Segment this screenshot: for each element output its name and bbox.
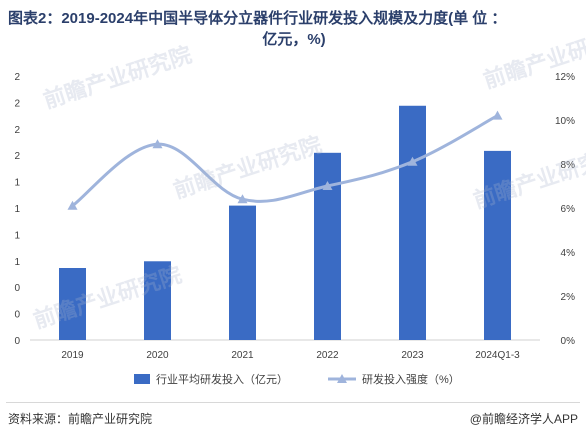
chart-title: 图表2：2019-2024年中国半导体分立器件行业研发投入规模及力度(单 位 ：… [8, 8, 580, 50]
x-axis-tick-label: 2023 [401, 350, 424, 361]
left-axis-tick-label: 2 [14, 151, 20, 162]
bar [229, 205, 256, 340]
x-axis-tick-label: 2019 [61, 350, 84, 361]
bar [484, 150, 511, 340]
left-axis-tick-label: 1 [14, 204, 20, 215]
legend-label-line: 研发投入强度（%） [362, 372, 460, 386]
bar [399, 105, 426, 340]
left-axis-tick-label: 0 [14, 310, 20, 321]
intensity-point [407, 156, 418, 166]
intensity-point [322, 181, 333, 190]
x-axis-tick-label: 2022 [316, 350, 339, 361]
credit-note: @前瞻经济学人APP [469, 412, 578, 426]
left-axis-tick-label: 2 [14, 72, 20, 83]
x-axis-tick-label: 2021 [231, 350, 254, 361]
footer-divider [6, 402, 580, 403]
x-axis-tick-label: 2024Q1-3 [475, 350, 520, 361]
right-axis-tick-label: 4% [561, 248, 576, 259]
right-axis-tick-label: 12% [555, 72, 575, 83]
intensity-point [152, 139, 163, 149]
left-axis-tick-label: 1 [14, 257, 20, 268]
right-axis-tick-label: 0% [561, 336, 576, 347]
left-axis-tick-label: 0 [14, 283, 20, 294]
intensity-point [492, 110, 503, 120]
left-axis-tick-label: 1 [14, 178, 20, 189]
source-note: 资料来源：前瞻产业研究院 [8, 412, 153, 426]
left-axis-tick-label: 0 [14, 336, 20, 347]
title-line-1: 图表2：2019-2024年中国半导体分立器件行业研发投入规模及力度(单 位 ： [8, 10, 507, 27]
intensity-line [71, 114, 499, 208]
left-axis-tick-label: 2 [14, 125, 20, 136]
intensity-point [237, 194, 248, 204]
right-axis-tick-label: 6% [561, 204, 576, 215]
x-axis-tick-label: 2020 [146, 350, 169, 361]
bar [59, 268, 86, 340]
legend-swatch-bar [134, 374, 150, 384]
left-axis-tick-label: 2 [14, 98, 20, 109]
left-axis-tick-label: 1 [14, 230, 20, 241]
bar [144, 261, 171, 340]
right-axis-tick-label: 2% [561, 292, 576, 303]
right-axis-tick-label: 10% [555, 116, 575, 127]
title-line-2: 亿元，%) [262, 31, 326, 48]
intensity-point [67, 200, 78, 210]
bar [314, 152, 341, 340]
right-axis-tick-label: 8% [561, 160, 576, 171]
legend-marker-line [337, 374, 347, 383]
legend-label-bar: 行业平均研发投入（亿元） [156, 372, 288, 386]
